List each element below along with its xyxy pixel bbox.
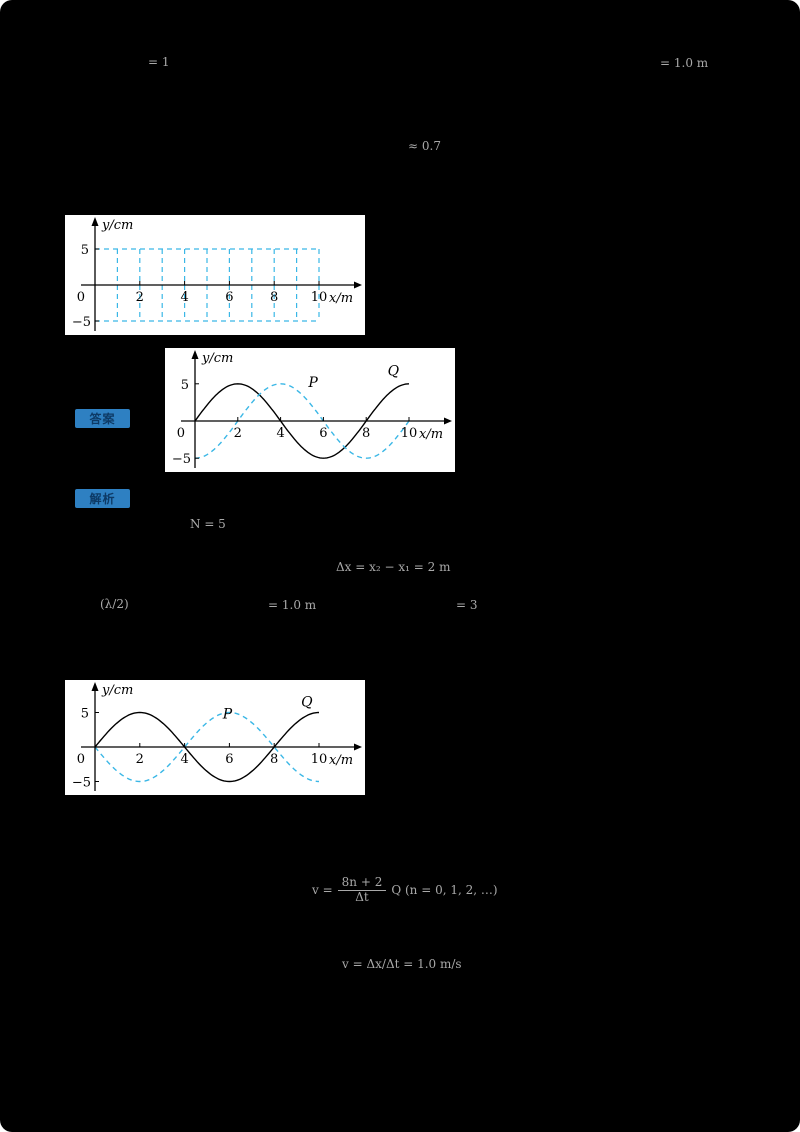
formula-denominator: Δt [355,889,369,904]
analysis-tag: 解析 [75,489,130,508]
svg-text:x/m: x/m [329,291,353,306]
svg-text:y/cm: y/cm [201,351,233,366]
svg-text:P: P [222,707,233,723]
formula-suffix: Q (n = 0, 1, 2, …) [391,883,498,898]
svg-text:8: 8 [270,752,278,767]
svg-text:10: 10 [311,752,328,767]
speed-formula: v = 8n + 2 Δt Q (n = 0, 1, 2, …) [312,875,498,905]
svg-text:Q: Q [301,694,313,710]
math-fragment-6: (λ/2) [100,597,129,611]
svg-text:5: 5 [181,378,189,393]
svg-text:−5: −5 [172,452,191,467]
svg-text:2: 2 [136,752,144,767]
math-fragment-1: = 1 [148,55,170,69]
math-fragment-4: N = 5 [190,517,226,531]
math-fragment-5: Δx = x₂ − x₁ = 2 m [336,560,451,574]
svg-text:P: P [307,375,318,391]
math-fragment-7: = 1.0 m [268,598,317,612]
svg-text:0: 0 [177,426,185,441]
math-fragment-3: ≈ 0.7 [408,139,441,153]
svg-text:x/m: x/m [419,427,443,442]
formula-prefix: v = [312,883,333,898]
formula-numerator: 8n + 2 [337,875,387,891]
svg-text:2: 2 [234,426,242,441]
svg-text:0: 0 [77,752,85,767]
formula-fraction: 8n + 2 Δt [337,875,387,905]
svg-text:6: 6 [225,752,233,767]
svg-text:10: 10 [311,290,328,305]
svg-text:8: 8 [362,426,370,441]
svg-text:−5: −5 [72,776,91,791]
svg-text:0: 0 [77,290,85,305]
svg-text:x/m: x/m [329,753,353,768]
svg-text:4: 4 [276,426,284,441]
svg-text:6: 6 [319,426,327,441]
svg-text:−5: −5 [72,315,91,330]
math-fragment-2: = 1.0 m [660,56,709,70]
svg-text:6: 6 [225,290,233,305]
square-wave-figure: y/cm x/m 0 5 −5 2 4 6 8 10 [65,215,365,335]
svg-text:y/cm: y/cm [101,683,133,698]
svg-text:10: 10 [401,426,418,441]
svg-text:Q: Q [388,364,400,380]
math-fragment-9: v = Δx/Δt = 1.0 m/s [342,957,462,971]
svg-text:5: 5 [81,707,89,722]
svg-text:8: 8 [270,290,278,305]
math-fragment-8: = 3 [456,598,478,612]
svg-text:4: 4 [180,752,188,767]
svg-text:2: 2 [136,290,144,305]
svg-text:5: 5 [81,243,89,258]
answer-tag: 答案 [75,409,130,428]
svg-text:4: 4 [180,290,188,305]
svg-text:y/cm: y/cm [101,218,133,233]
